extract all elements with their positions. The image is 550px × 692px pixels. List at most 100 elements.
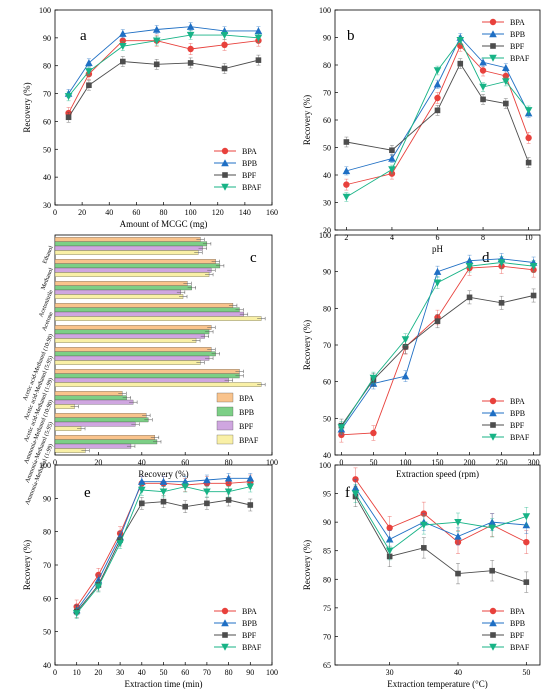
x-tick-label: 300 [528,458,540,467]
data-point-BPAF [220,31,229,39]
legend: BPA BPB BPF BPAF [482,607,530,652]
data-point-BPAF [385,547,394,555]
y-tick-label: 90 [43,494,51,503]
legend-marker-BPF [490,422,496,428]
x-tick-label: 250 [496,458,508,467]
x-axis-label: Extraction temperature (°C) [387,679,488,689]
x-tick-label: 20 [94,668,102,677]
x-tick-label: 80 [160,208,168,217]
x-tick-label: 0 [53,208,57,217]
legend-marker-BPF [222,172,228,178]
x-tick-label: 60 [181,458,189,467]
series-line-BPA [341,265,534,436]
series-line-BPB [355,487,527,540]
x-tick-label: 80 [225,668,233,677]
y-tick-label: 75 [323,604,331,613]
series-line-BPA [68,40,259,114]
data-point-BPAF [529,262,538,270]
y-tick-label: 65 [323,661,331,670]
legend-label-BPA: BPA [510,397,525,406]
legend-marker-BPB [489,619,497,627]
series-BPF [65,54,262,123]
x-tick-label: 60 [132,208,140,217]
legend: BPA BPB BPF BPAF [482,397,530,442]
y-tick-label: 90 [323,268,331,277]
data-point-BPAF [152,37,161,45]
bar-BPAF [54,294,184,299]
x-tick-label: 10 [73,668,81,677]
legend-swatch-BPAF [216,434,234,445]
y-tick-label: 40 [323,451,331,460]
y-tick-label: 70 [323,632,331,641]
legend-marker-BPAF [489,54,497,62]
bar-BPAF [54,382,262,387]
legend-label-BPAF: BPAF [510,433,530,442]
data-point-BPB [159,477,168,485]
y-tick-label: 50 [323,414,331,423]
data-point-BPAF [246,483,255,491]
x-tick-label: 30 [386,668,394,677]
y-tick-label: 95 [323,490,331,499]
legend-marker-BPF [490,43,496,49]
data-point-BPF [489,567,495,574]
y-tick-label: 60 [43,594,51,603]
data-point-BPA [502,72,510,80]
data-point-BPAF [456,37,465,45]
legend-marker-BPA [489,607,497,615]
x-tick-label: 100 [399,458,411,467]
x-tick-label: 200 [464,458,476,467]
series-BPB [64,22,263,99]
data-point-BPF [120,58,126,65]
bar-BPB [54,439,158,445]
bar-BPF [54,355,210,361]
chart-panel-d: 0 50 100 150 200 250 300 40 50 60 70 80 90 100 Extract… [302,231,541,479]
panel-label: f [345,485,350,501]
legend-label-BPB: BPB [242,159,257,168]
legend-marker-BPB [489,30,497,38]
x-tick-label: 20 [78,208,86,217]
bar-BPB [54,263,221,269]
data-point-BPB [85,59,93,67]
x-tick-label: 2 [344,233,348,242]
series-BPAF [64,30,263,102]
x-tick-label: 100 [266,668,278,677]
panel-label: c [250,250,257,266]
data-point-BPAF [85,68,93,76]
y-tick-label: 100 [39,461,51,470]
y-tick-label: 80 [323,304,331,313]
y-axis-label: Recovery (%) [22,540,32,590]
legend-label-BPF: BPF [239,422,254,431]
bar-BPA [54,325,212,330]
bar-BPAF [54,338,197,343]
bar-BPA [54,303,234,308]
data-point-BPAF [203,488,211,496]
legend-marker-BPAF [221,183,229,191]
data-point-BPAF [64,93,73,101]
legend-label-BPF: BPF [510,631,525,640]
y-tick-label: 85 [323,547,331,556]
data-point-BPF [343,139,350,145]
legend-label-BPA: BPA [510,607,525,616]
data-point-BPF [225,497,232,503]
data-point-BPB [152,25,161,33]
legend-label-BPB: BPB [242,619,257,628]
chart-panel-a: 0 20 40 60 80 100 120 140 160 30 40 50 60 70 80 90 100 Am… [22,6,278,229]
x-tick-label: 70 [203,668,211,677]
data-point-BPAF [94,583,103,591]
y-tick-label: 80 [43,528,51,537]
data-point-BPAF [72,610,81,618]
bar-BPB [54,285,192,291]
data-point-BPAF [224,488,233,496]
data-point-BPF [389,147,395,154]
y-tick-label: 60 [323,116,331,125]
legend-label-BPB: BPB [239,408,254,417]
bar-BPB [54,373,240,379]
legend-label-BPB: BPB [510,30,525,39]
series-BPA [352,467,530,554]
legend: BPA BPB BPF BPAF [216,392,259,445]
data-point-BPAF [119,43,127,51]
data-point-BPA [434,94,441,102]
data-point-BPB [385,535,394,543]
bar-BPB [54,417,149,423]
chart-panel-e: 0 10 20 30 40 50 60 70 80 90 100 40 50 60 70 80 90 100 Ext… [22,461,278,689]
